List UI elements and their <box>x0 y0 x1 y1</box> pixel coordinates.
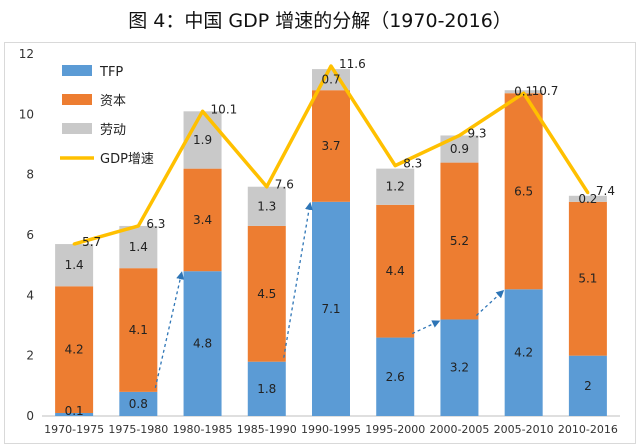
data-label: 6.5 <box>514 184 533 198</box>
y-tick-label: 10 <box>19 107 34 121</box>
legend-labor-label: 劳动 <box>100 122 126 138</box>
gdp-growth-point <box>586 191 590 195</box>
data-label: 1.2 <box>386 180 405 194</box>
tfp-trend-arrow <box>476 289 505 316</box>
gdp-value-label: 5.7 <box>82 235 101 249</box>
bar-tfp <box>376 337 415 416</box>
y-tick-label: 0 <box>26 409 34 423</box>
bar-tfp <box>55 412 94 416</box>
data-label: 5.1 <box>578 272 597 286</box>
data-label: 3.4 <box>193 213 212 227</box>
bar-capital <box>55 286 94 413</box>
y-tick-label: 6 <box>26 228 34 242</box>
bar-capital <box>119 268 158 392</box>
data-label: 2 <box>584 379 592 393</box>
gdp-growth-point <box>72 242 76 246</box>
bar-labor <box>376 168 415 205</box>
bar-capital <box>183 168 222 272</box>
x-tick-label: 2010-2016 <box>558 423 618 436</box>
x-tick-label: 1985-1990 <box>237 423 297 436</box>
data-label: 4.8 <box>193 337 212 351</box>
bar-tfp <box>183 271 222 416</box>
bar-capital <box>247 225 286 362</box>
bar-capital <box>312 90 350 202</box>
gdp-value-label: 10.7 <box>532 84 559 98</box>
data-label: 0.8 <box>129 397 148 411</box>
x-tick-label: 1970-1975 <box>44 423 104 436</box>
legend-capital-label: 资本 <box>100 94 126 109</box>
tfp-trend-arrow <box>411 320 441 335</box>
data-label: 4.4 <box>386 264 405 278</box>
data-label: 3.2 <box>450 361 469 375</box>
gdp-value-label: 11.6 <box>339 57 366 71</box>
data-label: 1.8 <box>257 382 276 396</box>
data-label: 0.1 <box>514 85 533 99</box>
gdp-growth-point <box>329 64 333 68</box>
data-label: 4.2 <box>65 343 84 357</box>
data-label: 0.9 <box>450 142 469 156</box>
data-label: 2.6 <box>386 370 405 384</box>
bar-capital <box>504 93 543 290</box>
bar-labor <box>568 195 607 202</box>
bar-tfp <box>119 391 158 416</box>
bar-labor <box>55 244 94 287</box>
gdp-value-label: 10.1 <box>211 102 238 116</box>
data-label: 5.2 <box>450 234 469 248</box>
data-label: 1.3 <box>257 199 276 213</box>
tfp-trend-arrow <box>283 201 313 358</box>
data-label: 1.4 <box>65 258 84 272</box>
x-tick-label: 2000-2005 <box>429 423 489 436</box>
y-tick-label: 12 <box>19 47 34 61</box>
gdp-value-label: 7.6 <box>275 178 294 192</box>
bar-labor <box>119 225 158 269</box>
bar-tfp <box>440 319 479 416</box>
x-tick-label: 1980-1985 <box>173 423 233 436</box>
gdp-growth-point <box>136 224 140 228</box>
gdp-value-label: 8.3 <box>403 157 422 171</box>
gdp-growth-point <box>265 185 269 189</box>
bar-labor <box>247 186 286 226</box>
chart-frame <box>4 42 636 444</box>
y-tick-label: 2 <box>26 349 34 363</box>
gdp-value-label: 6.3 <box>146 217 165 231</box>
y-tick-label: 8 <box>26 168 34 182</box>
legend-gdp-label: GDP增速 <box>100 152 154 167</box>
data-label: 4.1 <box>129 323 148 337</box>
data-label: 0.7 <box>321 73 340 87</box>
bar-tfp <box>568 355 607 416</box>
data-label: 1.4 <box>129 240 148 254</box>
legend-capital-swatch <box>62 94 92 105</box>
x-tick-label: 1975-1980 <box>108 423 168 436</box>
bar-tfp <box>504 289 543 416</box>
data-label: 0.1 <box>65 404 84 418</box>
legend-tfp-label: TFP <box>99 65 123 80</box>
bar-labor <box>183 111 222 169</box>
bar-tfp <box>247 361 286 416</box>
chart-title: 图 4：中国 GDP 增速的分解（1970-2016） <box>128 10 512 32</box>
x-tick-label: 1990-1995 <box>301 423 361 436</box>
legend-labor-swatch <box>62 123 92 134</box>
data-label: 4.2 <box>514 346 533 360</box>
bar-capital <box>440 162 479 320</box>
bar-tfp <box>312 201 350 416</box>
gdp-value-label: 9.3 <box>467 126 486 140</box>
data-label: 3.7 <box>321 139 340 153</box>
gdp-value-label: 7.4 <box>596 184 615 198</box>
gdp-growth-point <box>522 91 526 95</box>
y-tick-label: 4 <box>26 288 34 302</box>
gdp-growth-point <box>457 133 461 137</box>
x-tick-label: 2005-2010 <box>494 423 554 436</box>
bar-capital <box>376 204 415 338</box>
legend-tfp-swatch <box>62 65 92 76</box>
gdp-growth-point <box>393 164 397 168</box>
data-label: 1.9 <box>193 133 212 147</box>
data-label: 7.1 <box>321 302 340 316</box>
tfp-trend-arrow <box>154 271 185 389</box>
x-tick-label: 1995-2000 <box>365 423 425 436</box>
bar-capital <box>568 201 607 356</box>
gdp-growth-point <box>201 109 205 113</box>
data-label: 0.2 <box>578 192 597 206</box>
data-label: 4.5 <box>257 287 276 301</box>
